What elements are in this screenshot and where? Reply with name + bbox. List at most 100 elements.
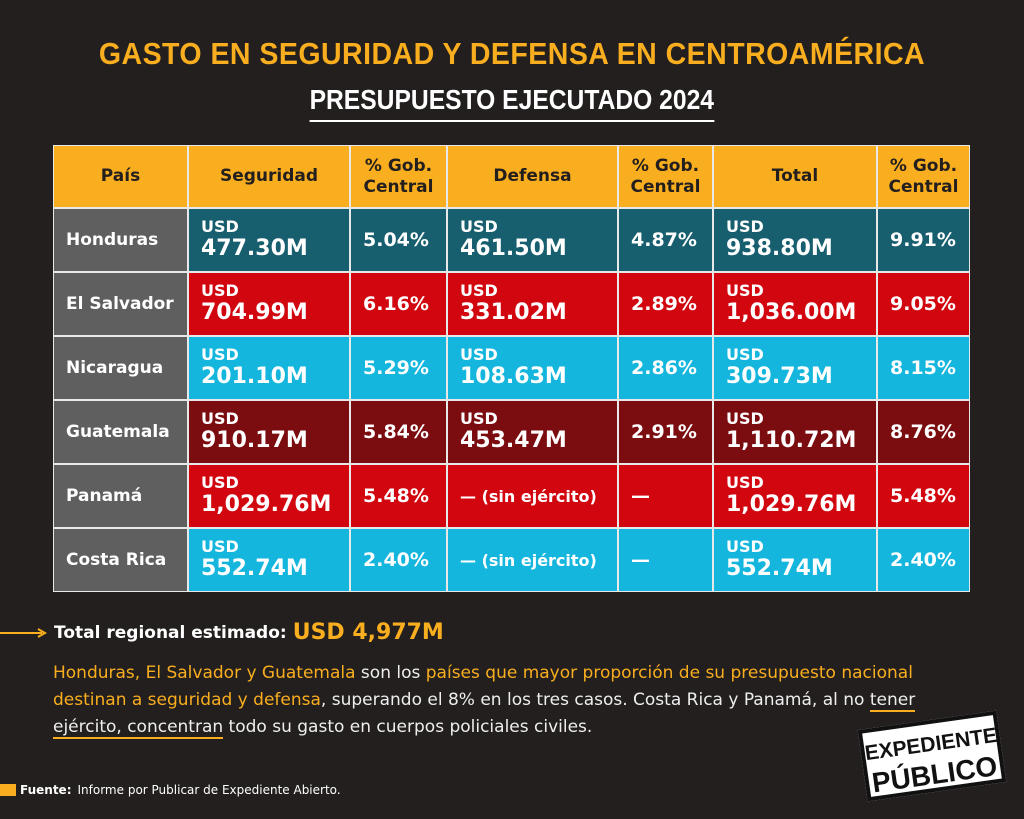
amount: 552.74M bbox=[726, 556, 833, 581]
country-cell: El Salvador bbox=[53, 272, 188, 336]
data-cell: 9.05% bbox=[877, 272, 970, 336]
country-cell: Nicaragua bbox=[53, 336, 188, 400]
data-cell: USD 1,029.76M bbox=[713, 464, 877, 528]
country-cell: Panamá bbox=[53, 464, 188, 528]
cell-text: — bbox=[631, 485, 650, 507]
data-cell: USD 910.17M bbox=[188, 400, 350, 464]
column-header: % Gob. Central bbox=[350, 145, 447, 208]
data-cell: 2.86% bbox=[618, 336, 713, 400]
data-cell: 5.48% bbox=[877, 464, 970, 528]
cell-text: 2.89% bbox=[631, 293, 697, 315]
currency: USD bbox=[460, 345, 498, 364]
cell-text: 9.91% bbox=[890, 229, 956, 251]
data-cell: USD 552.74M bbox=[188, 528, 350, 592]
paragraph-segment: Honduras, El Salvador y Guatemala bbox=[53, 663, 356, 683]
amount: 201.10M bbox=[201, 364, 308, 389]
data-cell: 5.84% bbox=[350, 400, 447, 464]
data-cell: USD 1,029.76M bbox=[188, 464, 350, 528]
data-cell: 2.40% bbox=[350, 528, 447, 592]
paragraph-segment: todo su gasto en cuerpos policiales civi… bbox=[223, 717, 593, 737]
currency: USD bbox=[201, 537, 239, 556]
data-cell: USD 1,110.72M bbox=[713, 400, 877, 464]
budget-table: País Seguridad% Gob. Central Defensa% Gob.… bbox=[53, 145, 970, 592]
source-text: Informe por Publicar de Expediente Abier… bbox=[77, 783, 341, 797]
column-header: % Gob. Central bbox=[877, 145, 970, 208]
data-cell: USD 453.47M bbox=[447, 400, 618, 464]
paragraph-segment: son los bbox=[355, 663, 426, 683]
data-cell: 5.48% bbox=[350, 464, 447, 528]
cell-text: — (sin ejército) bbox=[460, 486, 597, 506]
currency: USD bbox=[201, 409, 239, 428]
column-header: Defensa bbox=[447, 145, 618, 208]
paragraph-segment: tener ejército, concentran bbox=[53, 690, 916, 739]
amount: 552.74M bbox=[201, 556, 308, 581]
amount: 1,029.76M bbox=[726, 492, 857, 517]
currency: USD bbox=[726, 537, 764, 556]
cell-text: 8.15% bbox=[890, 357, 956, 379]
currency: USD bbox=[726, 217, 764, 236]
cell-text: 2.40% bbox=[363, 549, 429, 571]
source-label: Fuente: bbox=[20, 783, 72, 797]
data-cell: — (sin ejército) bbox=[447, 464, 618, 528]
data-cell: USD 108.63M bbox=[447, 336, 618, 400]
currency: USD bbox=[460, 409, 498, 428]
currency: USD bbox=[726, 473, 764, 492]
amount: 1,110.72M bbox=[726, 428, 857, 453]
summary-label: Total regional estimado: bbox=[54, 622, 287, 643]
data-cell: 5.04% bbox=[350, 208, 447, 272]
amount: 331.02M bbox=[460, 300, 567, 325]
data-cell: USD 309.73M bbox=[713, 336, 877, 400]
amount: 1,029.76M bbox=[201, 492, 332, 517]
cell-text: 5.29% bbox=[363, 357, 429, 379]
currency: USD bbox=[460, 217, 498, 236]
currency: USD bbox=[460, 281, 498, 300]
cell-text: 2.91% bbox=[631, 421, 697, 443]
amount: 910.17M bbox=[201, 428, 308, 453]
paragraph-segment: , superando el 8% en los tres casos. Cos… bbox=[320, 690, 870, 710]
data-cell: 8.15% bbox=[877, 336, 970, 400]
currency: USD bbox=[201, 281, 239, 300]
amount: 461.50M bbox=[460, 236, 567, 261]
currency: USD bbox=[726, 281, 764, 300]
column-header: % Gob. Central bbox=[618, 145, 713, 208]
data-cell: USD 938.80M bbox=[713, 208, 877, 272]
amount: 704.99M bbox=[201, 300, 308, 325]
country-cell: Honduras bbox=[53, 208, 188, 272]
data-cell: USD 461.50M bbox=[447, 208, 618, 272]
cell-text: 8.76% bbox=[890, 421, 956, 443]
arrow bbox=[0, 627, 48, 638]
footer-marker bbox=[0, 784, 16, 796]
cell-text: 2.86% bbox=[631, 357, 697, 379]
column-header: Seguridad bbox=[188, 145, 350, 208]
amount: 108.63M bbox=[460, 364, 567, 389]
paragraph-segment: países que mayor proporción de su presup… bbox=[53, 663, 913, 710]
data-cell: USD 201.10M bbox=[188, 336, 350, 400]
cell-text: — (sin ejército) bbox=[460, 550, 597, 570]
amount: 938.80M bbox=[726, 236, 833, 261]
amount: 309.73M bbox=[726, 364, 833, 389]
cell-text: 5.48% bbox=[890, 485, 956, 507]
data-cell: USD 477.30M bbox=[188, 208, 350, 272]
currency: USD bbox=[726, 409, 764, 428]
cell-text: 6.16% bbox=[363, 293, 429, 315]
cell-text: 5.48% bbox=[363, 485, 429, 507]
footer: Fuente: Informe por Publicar de Expedien… bbox=[0, 783, 341, 797]
amount: 453.47M bbox=[460, 428, 567, 453]
currency: USD bbox=[201, 345, 239, 364]
data-cell: — bbox=[618, 528, 713, 592]
title: GASTO EN SEGURIDAD Y DEFENSA EN CENTROAM… bbox=[98, 36, 926, 71]
column-header: País bbox=[53, 145, 188, 208]
subtitle-wrap: PRESUPUESTO EJECUTADO 2024 bbox=[0, 84, 1024, 122]
cell-text: 9.05% bbox=[890, 293, 956, 315]
data-cell: — (sin ejército) bbox=[447, 528, 618, 592]
data-cell: 8.76% bbox=[877, 400, 970, 464]
data-cell: 2.89% bbox=[618, 272, 713, 336]
amount: 1,036.00M bbox=[726, 300, 857, 325]
cell-text: 2.40% bbox=[890, 549, 956, 571]
currency: USD bbox=[201, 473, 239, 492]
amount: 477.30M bbox=[201, 236, 308, 261]
data-cell: — bbox=[618, 464, 713, 528]
data-cell: 9.91% bbox=[877, 208, 970, 272]
country-cell: Costa Rica bbox=[53, 528, 188, 592]
